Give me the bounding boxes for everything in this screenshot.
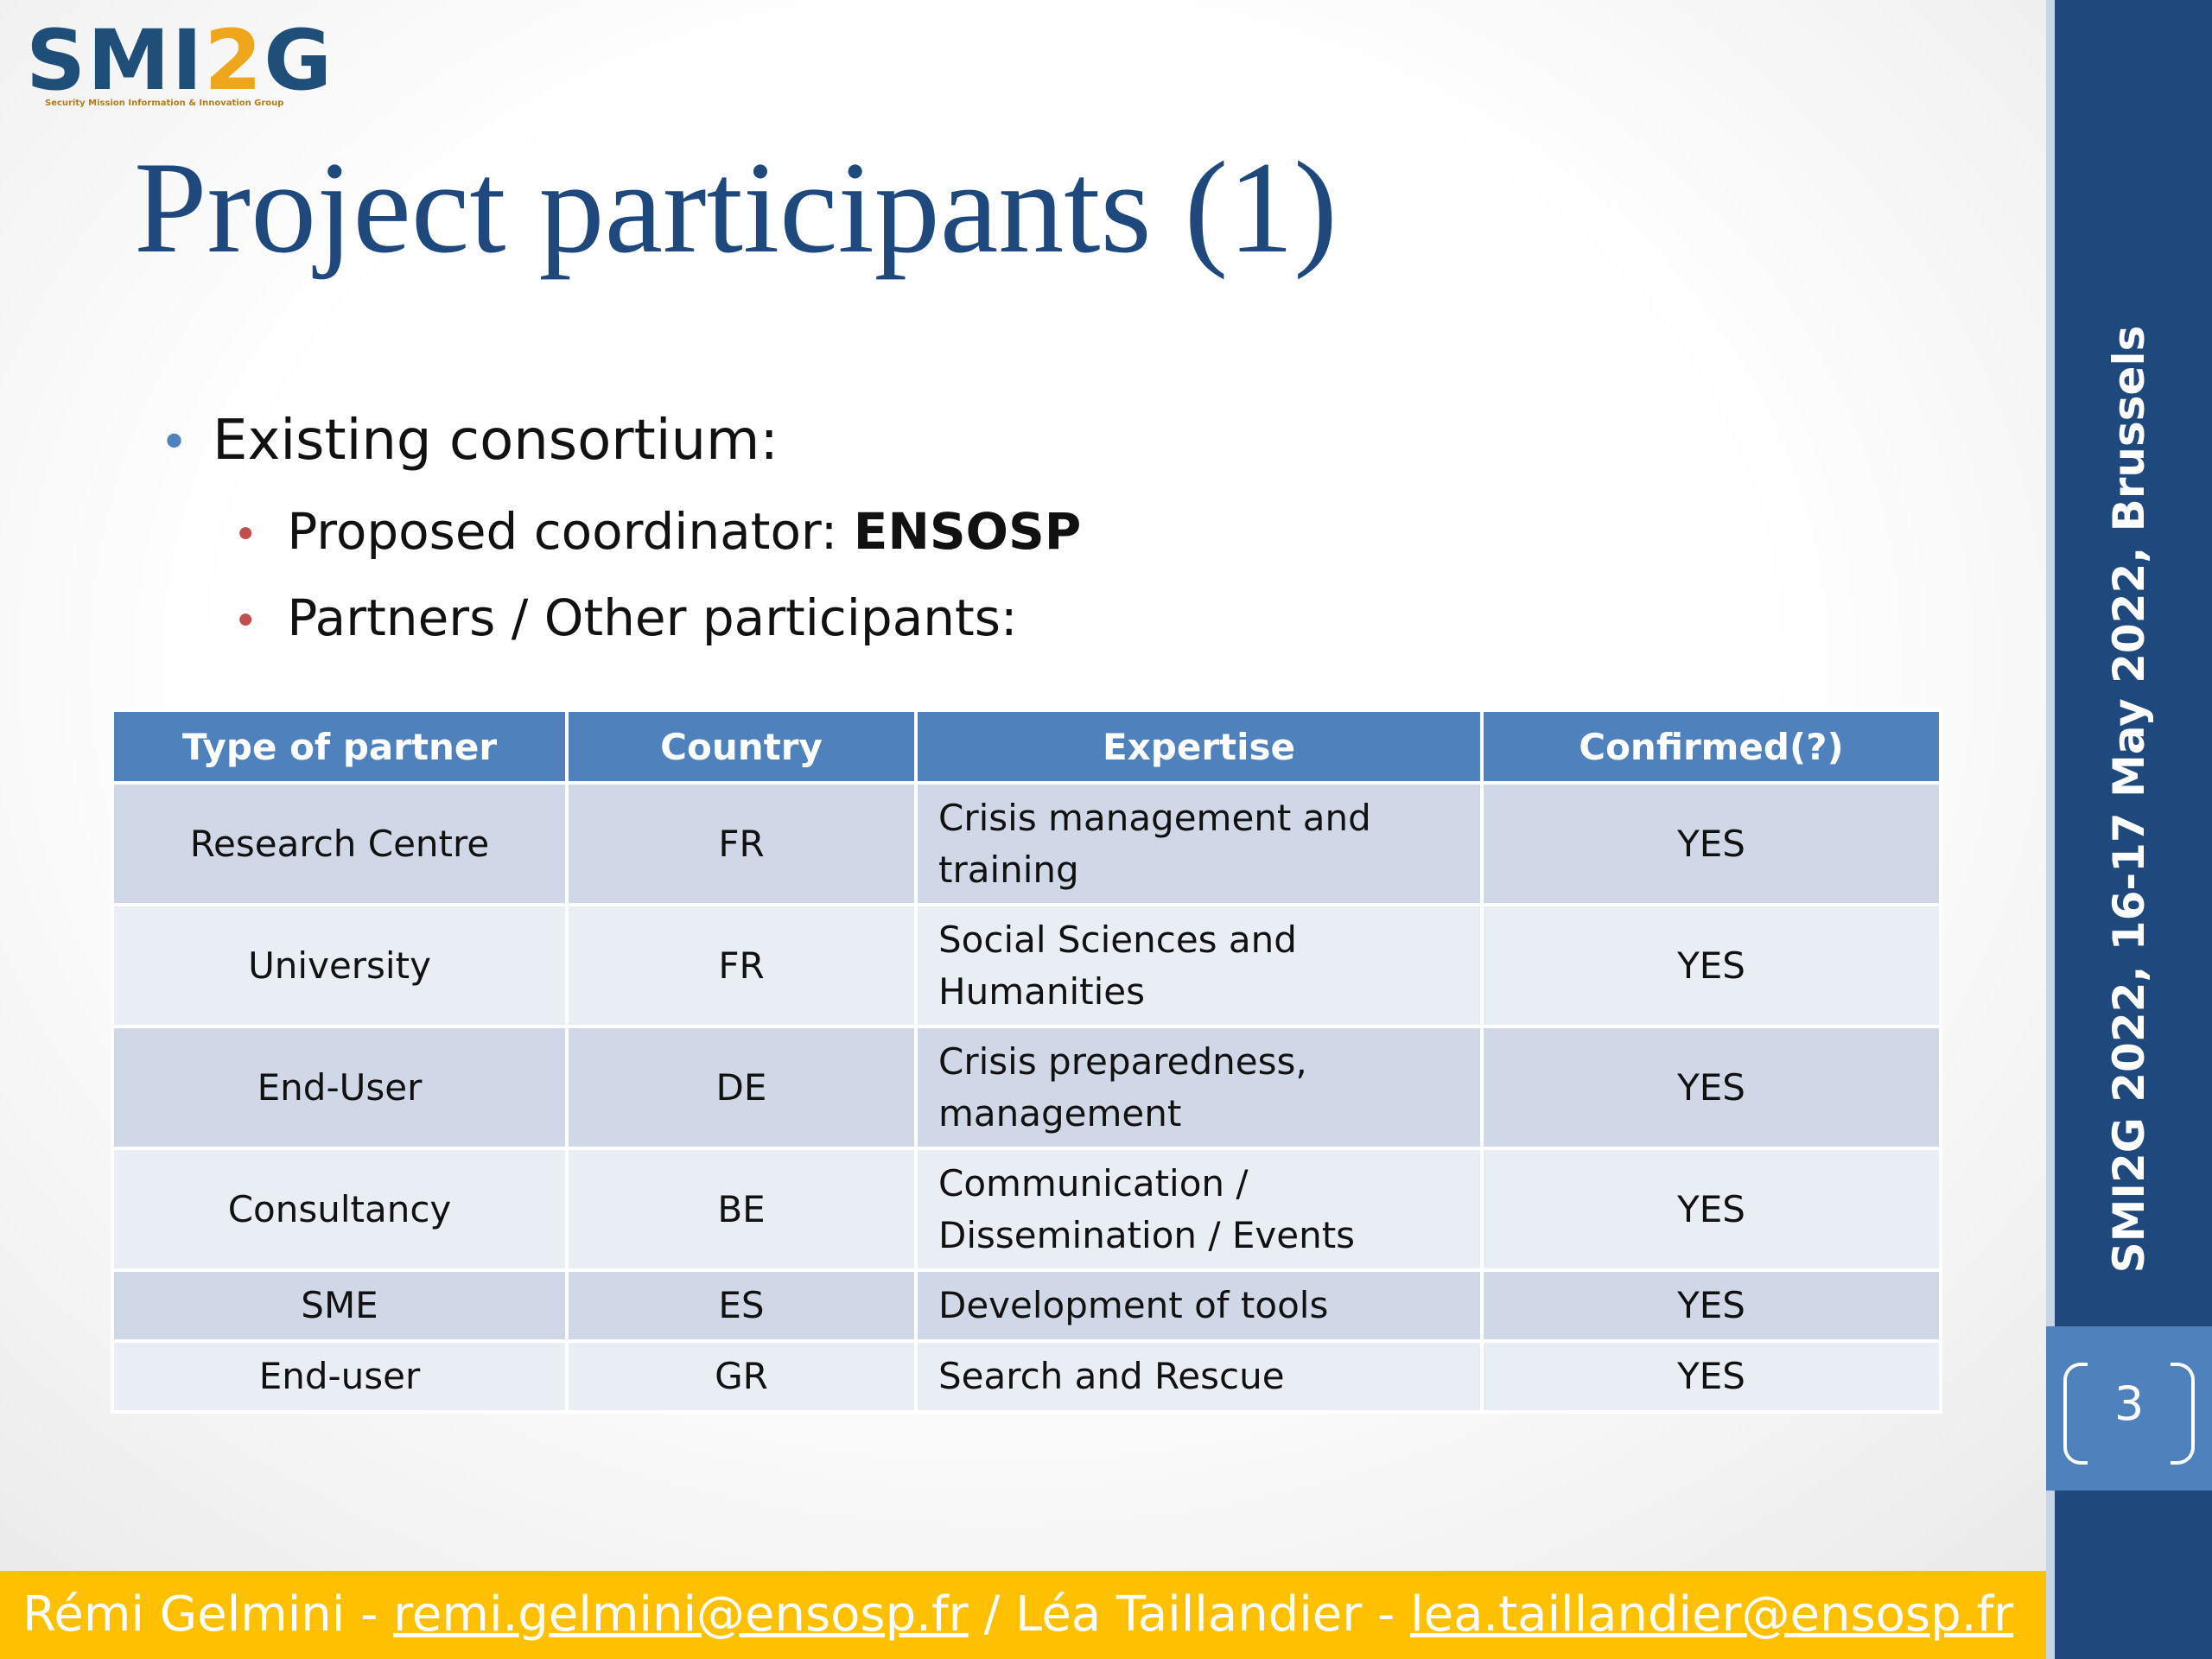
bullet-dot-icon: • xyxy=(233,597,258,645)
left-brace-icon xyxy=(2063,1363,2088,1465)
table-row: Research Centre FR Crisis management and… xyxy=(111,781,1942,906)
cell-type: SME xyxy=(111,1268,569,1343)
slide-title: Project participants (1) xyxy=(134,135,1338,280)
table-row: End-user GR Search and Rescue YES xyxy=(111,1339,1942,1414)
event-label: SMI2G 2022, 16-17 May 2022, Brussels xyxy=(2104,325,2154,1274)
cell-confirmed: YES xyxy=(1480,1147,1942,1272)
logo-text-end: G xyxy=(264,12,334,109)
cell-country: FR xyxy=(565,903,918,1028)
cell-confirmed: YES xyxy=(1480,1025,1942,1150)
logo-text-main: SMI xyxy=(26,12,205,109)
footer-contacts: Rémi Gelmini - remi.gelmini@ensosp.fr / … xyxy=(0,1571,2046,1659)
cell-confirmed: YES xyxy=(1480,1339,1942,1414)
page-number-box: 3 xyxy=(2046,1326,2212,1491)
cell-country: GR xyxy=(565,1339,918,1414)
slide: SMI2G Security Mission Information & Inn… xyxy=(0,19,2046,1659)
cell-type: University xyxy=(111,903,569,1028)
footer-name-1: Rémi Gelmini - xyxy=(22,1586,394,1643)
logo-text-two: 2 xyxy=(204,12,264,109)
col-header-confirmed: Confirmed(?) xyxy=(1480,709,1942,785)
cell-confirmed: YES xyxy=(1480,903,1942,1028)
table-header-row: Type of partner Country Expertise Confir… xyxy=(111,709,1942,785)
bullet-dot-icon: • xyxy=(233,511,258,559)
bullet-existing-consortium: • Existing consortium: xyxy=(160,409,779,473)
cell-expertise: Communication / Dissemination / Events xyxy=(914,1147,1484,1272)
cell-country: ES xyxy=(565,1268,918,1343)
footer-separator: / xyxy=(968,1586,1016,1643)
right-brace-icon xyxy=(2171,1363,2195,1465)
cell-expertise: Social Sciences and Humanities xyxy=(914,903,1484,1028)
table-row: Consultancy BE Communication / Dissemina… xyxy=(111,1147,1942,1272)
table-row: SME ES Development of tools YES xyxy=(111,1268,1942,1343)
cell-expertise: Crisis preparedness, management xyxy=(914,1025,1484,1150)
cell-type: Consultancy xyxy=(111,1147,569,1272)
email-link-lea[interactable]: lea.taillandier@ensosp.fr xyxy=(1410,1586,2014,1643)
smi2g-logo: SMI2G Security Mission Information & Inn… xyxy=(26,19,332,110)
sidebar-edge xyxy=(2046,0,2055,1659)
email-link-remi[interactable]: remi.gelmini@ensosp.fr xyxy=(393,1586,969,1643)
bullet-partners: • Partners / Other participants: xyxy=(233,588,1018,647)
cell-country: DE xyxy=(565,1025,918,1150)
cell-confirmed: YES xyxy=(1480,781,1942,906)
col-header-country: Country xyxy=(565,709,918,785)
cell-type: Research Centre xyxy=(111,781,569,906)
col-header-type: Type of partner xyxy=(111,709,569,785)
bullet-dot-icon: • xyxy=(160,415,189,471)
logo-subtitle: Security Mission Information & Innovatio… xyxy=(45,99,284,108)
col-header-expertise: Expertise xyxy=(914,709,1484,785)
page-number: 3 xyxy=(2113,1376,2145,1431)
coordinator-name: ENSOSP xyxy=(853,502,1082,561)
cell-confirmed: YES xyxy=(1480,1268,1942,1343)
cell-type: End-user xyxy=(111,1339,569,1414)
cell-expertise: Crisis management and training xyxy=(914,781,1484,906)
cell-type: End-User xyxy=(111,1025,569,1150)
cell-country: FR xyxy=(565,781,918,906)
partners-table: Type of partner Country Expertise Confir… xyxy=(111,709,1942,1414)
table-row: End-User DE Crisis preparedness, managem… xyxy=(111,1025,1942,1150)
cell-expertise: Search and Rescue xyxy=(914,1339,1484,1414)
footer-name-2: Léa Taillandier - xyxy=(1015,1586,1411,1643)
table-row: University FR Social Sciences and Humani… xyxy=(111,903,1942,1028)
bullet-proposed-coordinator: • Proposed coordinator: ENSOSP xyxy=(233,502,1082,561)
cell-country: BE xyxy=(565,1147,918,1272)
cell-expertise: Development of tools xyxy=(914,1268,1484,1343)
